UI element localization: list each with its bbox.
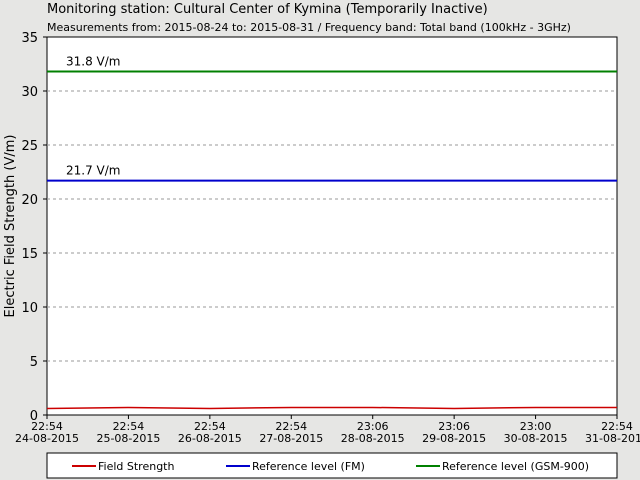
chart-title: Monitoring station: Cultural Center of K… <box>47 2 488 17</box>
y-tick-label: 20 <box>21 193 38 208</box>
legend-label: Field Strength <box>98 460 174 473</box>
x-tick-time: 22:54 <box>601 420 633 433</box>
x-tick-time: 22:54 <box>275 420 307 433</box>
x-tick-label: 29-08-2015 <box>422 432 486 445</box>
x-tick-time: 23:06 <box>438 420 470 433</box>
legend-label: Reference level (GSM-900) <box>442 460 589 473</box>
y-tick-label: 25 <box>21 139 38 154</box>
x-tick-label: 24-08-2015 <box>15 432 79 445</box>
x-tick-label: 31-08-2015 <box>585 432 640 445</box>
legend <box>46 452 618 479</box>
y-tick-label: 10 <box>21 301 38 316</box>
y-tick-label: 5 <box>30 355 38 370</box>
x-tick-time: 22:54 <box>194 420 226 433</box>
x-tick-label: 27-08-2015 <box>259 432 323 445</box>
x-tick-label: 28-08-2015 <box>341 432 405 445</box>
x-tick-label: 25-08-2015 <box>96 432 160 445</box>
reference-label: 21.7 V/m <box>66 164 120 178</box>
x-tick-time: 23:06 <box>357 420 389 433</box>
reference-label: 31.8 V/m <box>66 55 120 69</box>
x-tick-label: 30-08-2015 <box>504 432 568 445</box>
y-axis-label: Electric Field Strength (V/m) <box>3 135 18 318</box>
x-tick-time: 23:00 <box>520 420 552 433</box>
chart-subtitle: Measurements from: 2015-08-24 to: 2015-0… <box>47 21 571 34</box>
data-line <box>46 406 617 410</box>
x-tick-time: 22:54 <box>113 420 145 433</box>
x-tick-time: 22:54 <box>31 420 63 433</box>
plot-area <box>46 36 618 416</box>
y-tick-label: 35 <box>21 31 38 46</box>
y-tick-label: 30 <box>21 85 38 100</box>
y-tick-label: 15 <box>21 247 38 262</box>
y-tick-label: 0 <box>30 409 38 424</box>
legend-label: Reference level (FM) <box>252 460 365 473</box>
x-tick-label: 26-08-2015 <box>178 432 242 445</box>
